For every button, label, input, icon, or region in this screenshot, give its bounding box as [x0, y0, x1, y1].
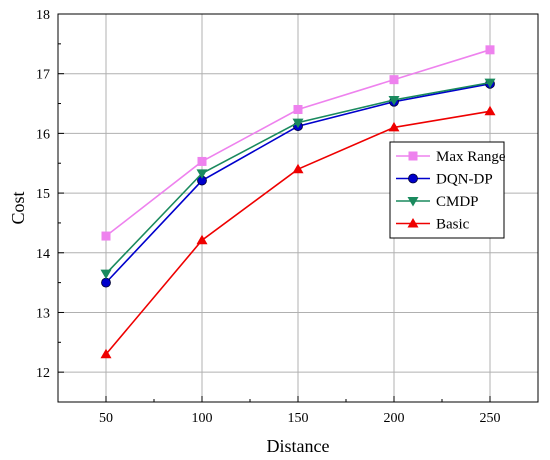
legend-label: CMDP — [436, 194, 479, 210]
legend-item-basic: Basic — [396, 217, 470, 233]
x-tick-label: 250 — [480, 411, 501, 426]
x-tick-label: 50 — [99, 411, 113, 426]
legend-item-max-range: Max Range — [396, 149, 506, 165]
axis-ticks: 50 100 150 200 250 12 13 14 15 16 17 18 — [36, 8, 501, 426]
data-point-max-range — [293, 105, 303, 115]
data-point-cmdp — [196, 169, 208, 179]
y-tick-label: 13 — [36, 306, 50, 321]
data-point-max-range — [485, 45, 495, 55]
y-tick-label: 12 — [36, 366, 50, 381]
x-tick-label: 150 — [288, 411, 309, 426]
legend-swatch-marker — [408, 173, 418, 184]
data-point-max-range — [197, 156, 207, 166]
legend-label: Max Range — [436, 149, 506, 165]
data-point-basic — [484, 105, 496, 116]
y-axis-title: Cost — [8, 191, 28, 224]
legend-label: DQN-DP — [436, 172, 493, 188]
data-point-basic — [292, 163, 304, 174]
data-point-basic — [196, 234, 208, 245]
legend-swatch-marker — [408, 151, 418, 161]
data-point-basic — [100, 348, 112, 359]
data-point-max-range — [389, 75, 399, 85]
series-max-range — [101, 45, 495, 241]
y-tick-label: 18 — [36, 8, 50, 23]
y-tick-label: 17 — [36, 68, 50, 83]
data-point-dqn-dp — [101, 277, 111, 288]
data-point-cmdp — [100, 269, 112, 280]
series-cmdp — [100, 78, 496, 280]
y-tick-label: 14 — [36, 247, 50, 262]
x-tick-label: 100 — [192, 411, 213, 426]
series-basic — [100, 105, 496, 359]
data-point-cmdp — [292, 118, 304, 129]
data-point-cmdp — [484, 78, 496, 89]
data-point-cmdp — [388, 95, 400, 106]
y-tick-label: 15 — [36, 187, 50, 202]
legend-item-dqn-dp: DQN-DP — [396, 172, 493, 188]
legend-swatch-marker — [407, 197, 419, 207]
legend: Max Range DQN-DP CMDP Basic — [389, 141, 506, 239]
data-point-max-range — [101, 231, 111, 241]
x-axis-title: Distance — [267, 436, 330, 456]
legend-swatch-marker — [407, 218, 419, 228]
x-tick-label: 200 — [384, 411, 405, 426]
y-tick-label: 16 — [36, 127, 50, 142]
legend-label: Basic — [436, 217, 470, 233]
series-lines — [100, 45, 496, 359]
data-point-basic — [388, 121, 400, 132]
legend-item-cmdp: CMDP — [396, 194, 479, 210]
